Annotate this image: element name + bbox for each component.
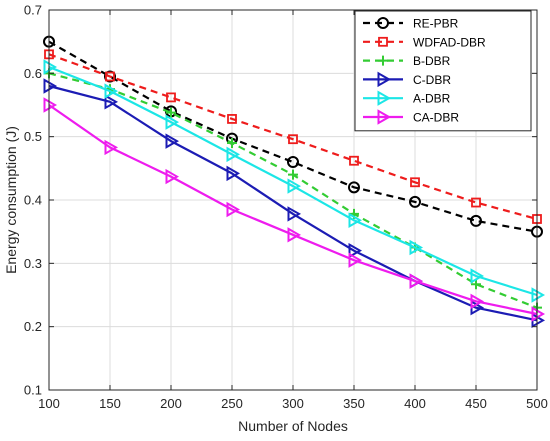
data-point <box>409 195 421 208</box>
data-point <box>165 168 180 185</box>
legend-item: C-DBR <box>363 71 451 88</box>
x-tick-label: 200 <box>160 396 182 411</box>
data-point <box>348 181 360 194</box>
data-point <box>531 306 546 322</box>
legend-label: B-DBR <box>413 54 451 68</box>
data-point <box>348 212 363 228</box>
legend-label: CA-DBR <box>413 111 459 125</box>
legend-item: B-DBR <box>363 54 451 68</box>
legend-label: RE-PBR <box>413 17 459 31</box>
series-line <box>48 65 538 297</box>
legend-item: WDFAD-DBR <box>363 35 486 49</box>
y-tick-label: 0.7 <box>24 3 42 18</box>
data-point <box>43 78 58 94</box>
data-point <box>227 138 237 148</box>
data-point <box>227 114 237 124</box>
legend-label: A-DBR <box>413 92 451 106</box>
axis-ticks <box>48 9 538 391</box>
legend: RE-PBR WDFAD-DBR B-DBR C-DBR A-DBR CA-DBR <box>354 10 532 132</box>
series-wdfad-dbr <box>44 49 542 224</box>
legend-item: A-DBR <box>363 90 451 106</box>
data-point <box>226 165 241 182</box>
legend-label: WDFAD-DBR <box>413 35 486 49</box>
data-point <box>470 214 482 227</box>
data-point <box>471 279 481 290</box>
data-point <box>348 242 363 259</box>
data-point <box>349 155 359 166</box>
legend-marker <box>377 17 389 29</box>
legend-item: CA-DBR <box>363 109 459 125</box>
data-point <box>409 273 424 289</box>
series-a-dbr <box>43 59 546 303</box>
y-tick-label: 0.4 <box>24 193 42 208</box>
data-point <box>410 177 420 188</box>
series-line <box>48 84 538 322</box>
legend-box <box>354 10 532 132</box>
y-axis-title: Energy consumption (J) <box>3 126 19 274</box>
legend-marker <box>377 90 392 106</box>
data-point <box>470 293 485 310</box>
data-point <box>287 156 299 168</box>
legend-marker <box>377 109 392 125</box>
data-point <box>166 107 176 118</box>
x-tick-label: 250 <box>221 396 243 411</box>
data-point <box>166 92 176 103</box>
x-tick-label: 350 <box>343 396 365 411</box>
legend-marker <box>377 71 392 88</box>
legend-marker <box>378 55 388 66</box>
data-point <box>288 169 298 180</box>
series-line <box>48 104 538 316</box>
data-point <box>165 133 180 149</box>
x-tick-label: 500 <box>526 396 548 411</box>
y-tick-label: 0.5 <box>24 129 42 144</box>
data-point <box>105 71 115 82</box>
legend-item: RE-PBR <box>363 17 459 31</box>
legend-marker <box>378 36 388 47</box>
data-point <box>104 94 119 110</box>
x-tick-labels: 100 150 200 250 300 350 400 450 500 <box>38 396 548 411</box>
data-point <box>226 201 241 218</box>
legend-label: C-DBR <box>413 73 451 87</box>
y-tick-label: 0.2 <box>24 319 42 334</box>
data-point <box>43 59 58 75</box>
data-point <box>287 206 302 222</box>
data-point <box>104 139 119 156</box>
data-point <box>287 227 302 243</box>
x-tick-label: 450 <box>465 396 487 411</box>
data-point <box>104 70 116 83</box>
x-tick-label: 150 <box>99 396 121 411</box>
data-point <box>43 97 58 113</box>
y-tick-label: 0.6 <box>24 66 42 81</box>
data-point <box>104 83 119 99</box>
series-ca-dbr <box>43 97 546 322</box>
x-axis-title: Number of Nodes <box>238 418 348 434</box>
data-point <box>226 146 241 163</box>
y-tick-label: 0.1 <box>24 383 42 398</box>
data-point <box>287 178 302 194</box>
y-tick-labels: 0.1 0.2 0.3 0.4 0.5 0.6 0.7 <box>24 3 42 398</box>
data-point <box>348 252 363 268</box>
data-point <box>409 239 424 256</box>
data-point <box>471 197 481 208</box>
data-point <box>470 268 485 284</box>
x-tick-label: 300 <box>282 396 304 411</box>
data-point <box>288 134 298 145</box>
data-point <box>165 114 180 130</box>
x-tick-label: 400 <box>404 396 426 411</box>
y-tick-label: 0.3 <box>24 256 42 271</box>
series-line <box>48 53 538 221</box>
x-tick-label: 100 <box>38 396 60 411</box>
data-point <box>531 287 546 303</box>
